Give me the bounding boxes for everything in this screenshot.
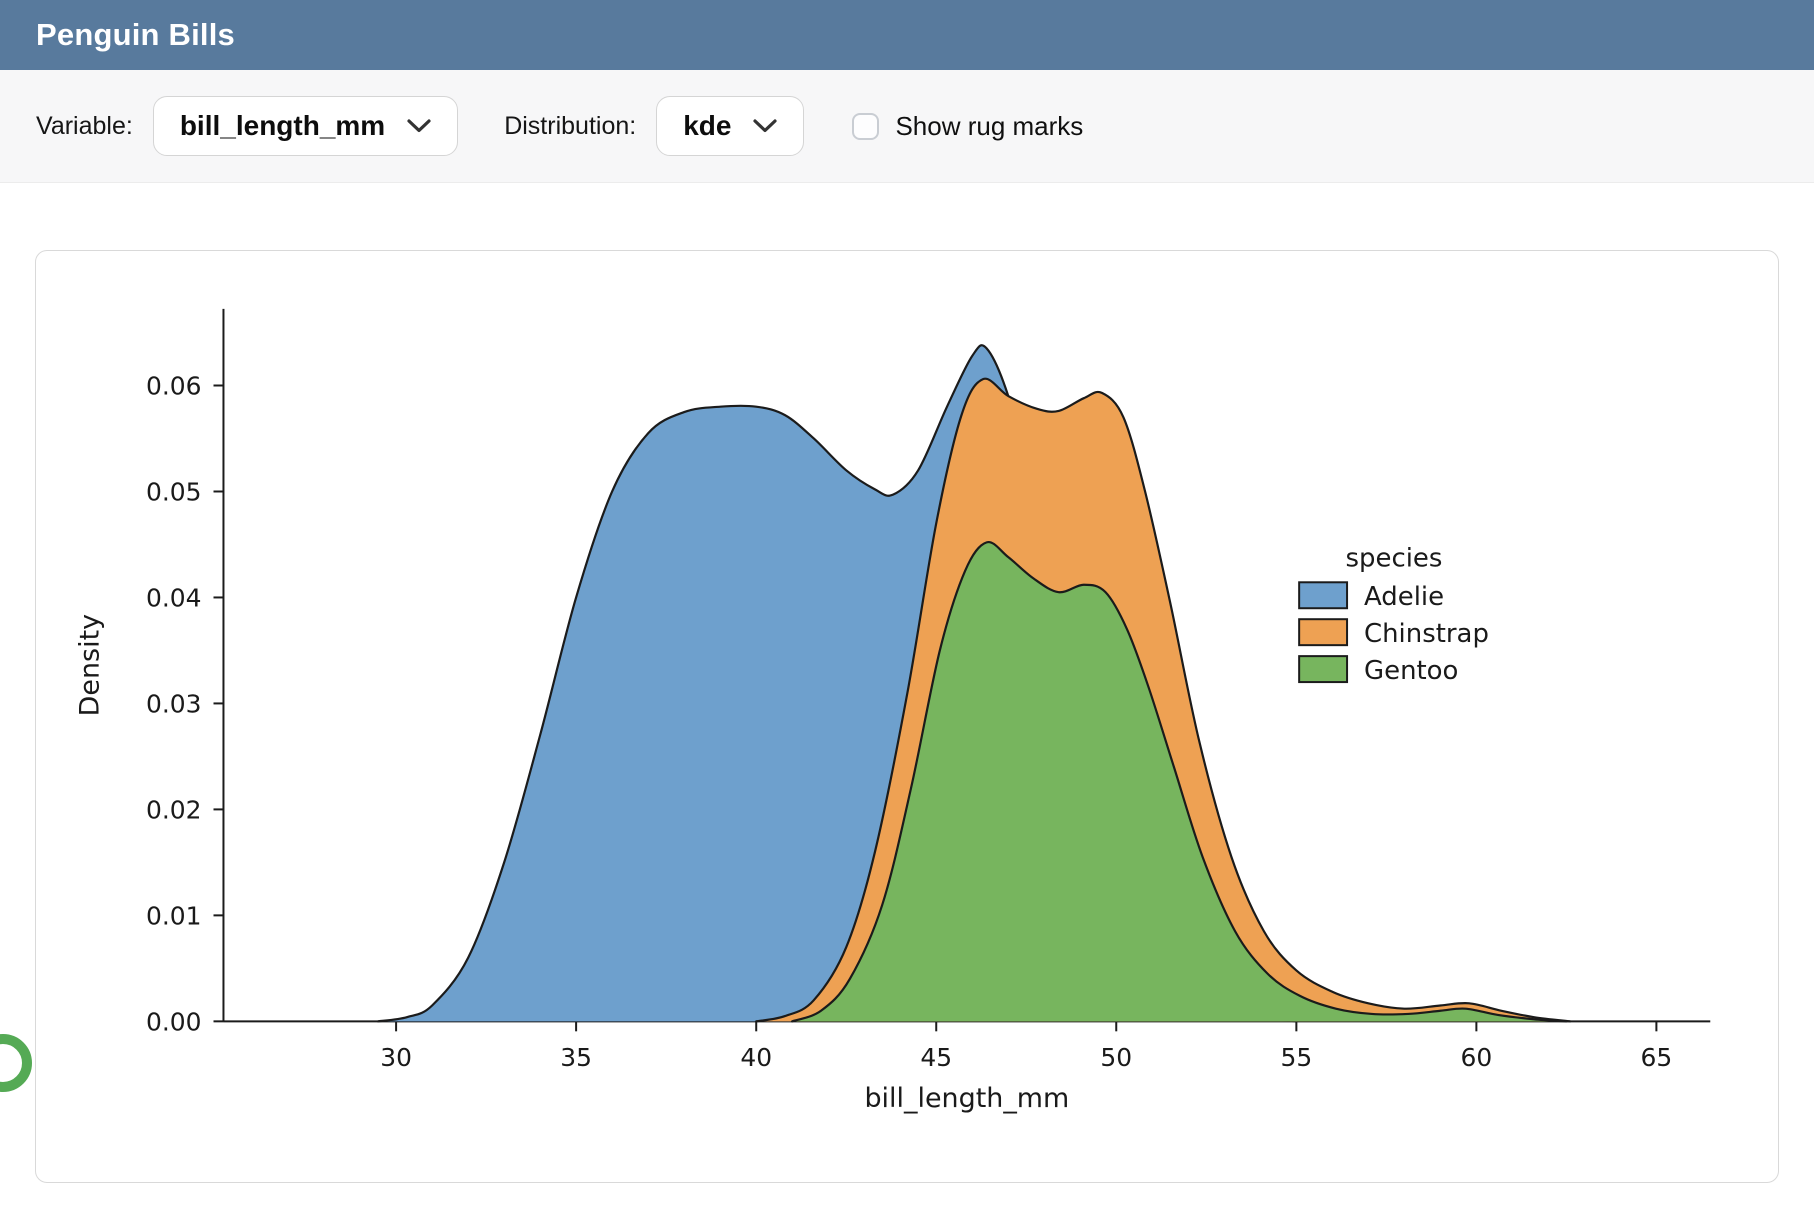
toolbar: Variable: bill_length_mm Distribution: k…: [0, 70, 1814, 183]
legend-swatch-chinstrap: [1298, 618, 1349, 647]
y-tick-label: 0.03: [146, 689, 202, 718]
x-tick-label: 30: [380, 1043, 412, 1072]
x-tick-label: 35: [560, 1043, 592, 1072]
legend-label-adelie: Adelie: [1364, 582, 1444, 612]
legend: species Adelie Chinstrap Gentoo: [1298, 543, 1489, 686]
chevron-down-icon: [407, 119, 431, 133]
app-header: Penguin Bills: [0, 0, 1814, 70]
legend-title: species: [1346, 543, 1443, 573]
page-title: Penguin Bills: [36, 17, 235, 52]
x-tick-label: 40: [740, 1043, 772, 1072]
kde-density-chart: 30 35 40 45 50 55 60 65 0.00 0.01 0.02 0.03 0.04 0.05…: [75, 308, 1711, 1114]
variable-select-value: bill_length_mm: [179, 110, 386, 141]
chevron-down-icon: [753, 119, 778, 133]
y-tick-label: 0.06: [146, 371, 202, 400]
y-tick-label: 0.01: [146, 901, 202, 930]
legend-swatch-gentoo: [1298, 655, 1349, 684]
kde-line-chinstrap: [755, 377, 1572, 1023]
y-tick-label: 0.04: [146, 583, 202, 612]
chart-card: 30 35 40 45 50 55 60 65 0.00 0.01 0.02 0.03 0.04 0.05…: [35, 250, 1779, 1183]
x-axis-label: bill_length_mm: [864, 1083, 1069, 1114]
rug-checkbox-label[interactable]: Show rug marks: [895, 110, 1084, 141]
corner-fab[interactable]: [0, 1034, 32, 1092]
kde-fill-gentoo: [792, 542, 1567, 1022]
x-tick-label: 60: [1461, 1043, 1493, 1072]
y-tick-label: 0.05: [146, 477, 202, 506]
x-tick-label: 55: [1280, 1043, 1312, 1072]
y-tick-label: 0.02: [146, 795, 202, 824]
y-axis-label: Density: [75, 614, 106, 716]
rug-checkbox[interactable]: [852, 112, 880, 140]
distribution-select-value: kde: [683, 110, 732, 141]
legend-label-chinstrap: Chinstrap: [1364, 619, 1489, 649]
variable-select[interactable]: bill_length_mm: [152, 96, 459, 156]
legend-label-gentoo: Gentoo: [1364, 656, 1458, 686]
variable-label: Variable:: [36, 111, 133, 140]
legend-swatch-adelie: [1298, 581, 1349, 610]
x-tick-label: 65: [1641, 1043, 1673, 1072]
distribution-select[interactable]: kde: [656, 96, 805, 156]
distribution-label: Distribution:: [504, 111, 637, 140]
kde-line-gentoo: [791, 541, 1568, 1023]
x-tick-label: 50: [1100, 1043, 1132, 1072]
x-tick-label: 45: [920, 1043, 952, 1072]
y-tick-label: 0.00: [146, 1007, 202, 1036]
